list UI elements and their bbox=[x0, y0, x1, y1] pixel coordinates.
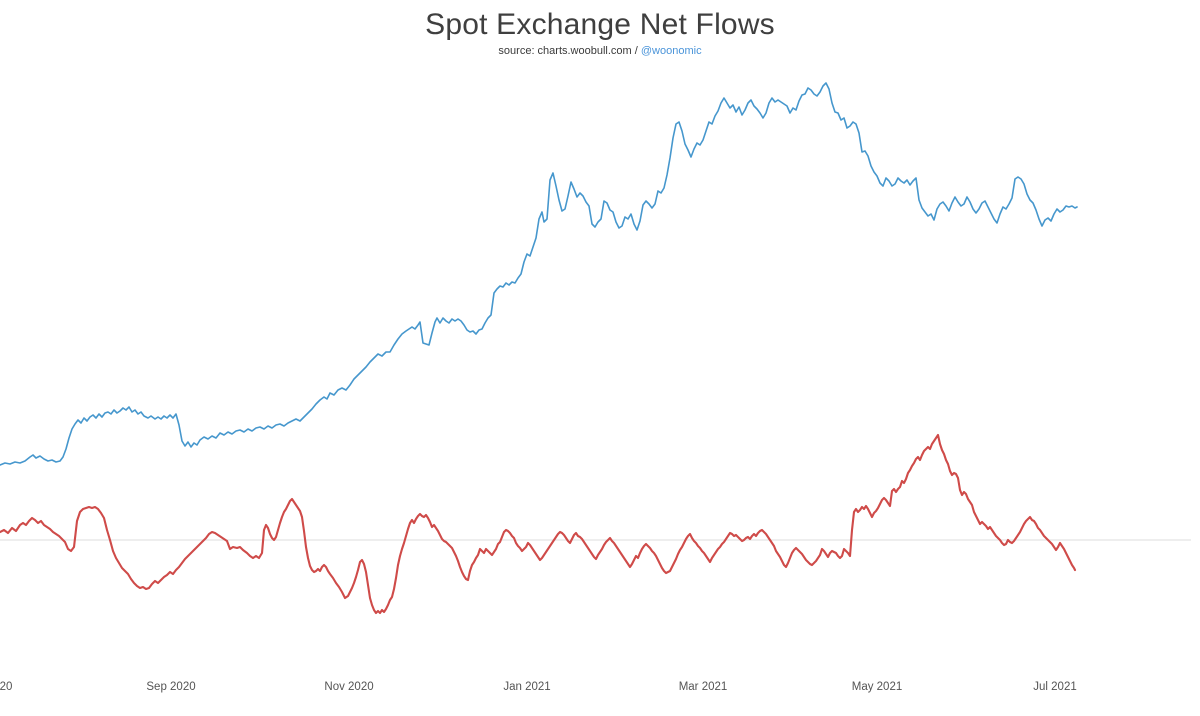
x-axis-tick-label: May 2021 bbox=[851, 681, 903, 693]
x-axis-tick-label: Nov 2020 bbox=[324, 681, 374, 693]
x-axis-tick-label: Sep 2020 bbox=[146, 681, 196, 693]
red-line bbox=[0, 433, 1077, 615]
woonomic-link[interactable]: @woonomic bbox=[640, 45, 702, 57]
x-axis-tick-label: Mar 2021 bbox=[678, 681, 728, 693]
blue-line bbox=[0, 82, 1078, 466]
x-axis-tick-label: Jan 2021 bbox=[503, 681, 551, 693]
x-axis-tick-label: 20 bbox=[0, 681, 13, 693]
x-axis-tick-label: Jul 2021 bbox=[1033, 681, 1077, 693]
